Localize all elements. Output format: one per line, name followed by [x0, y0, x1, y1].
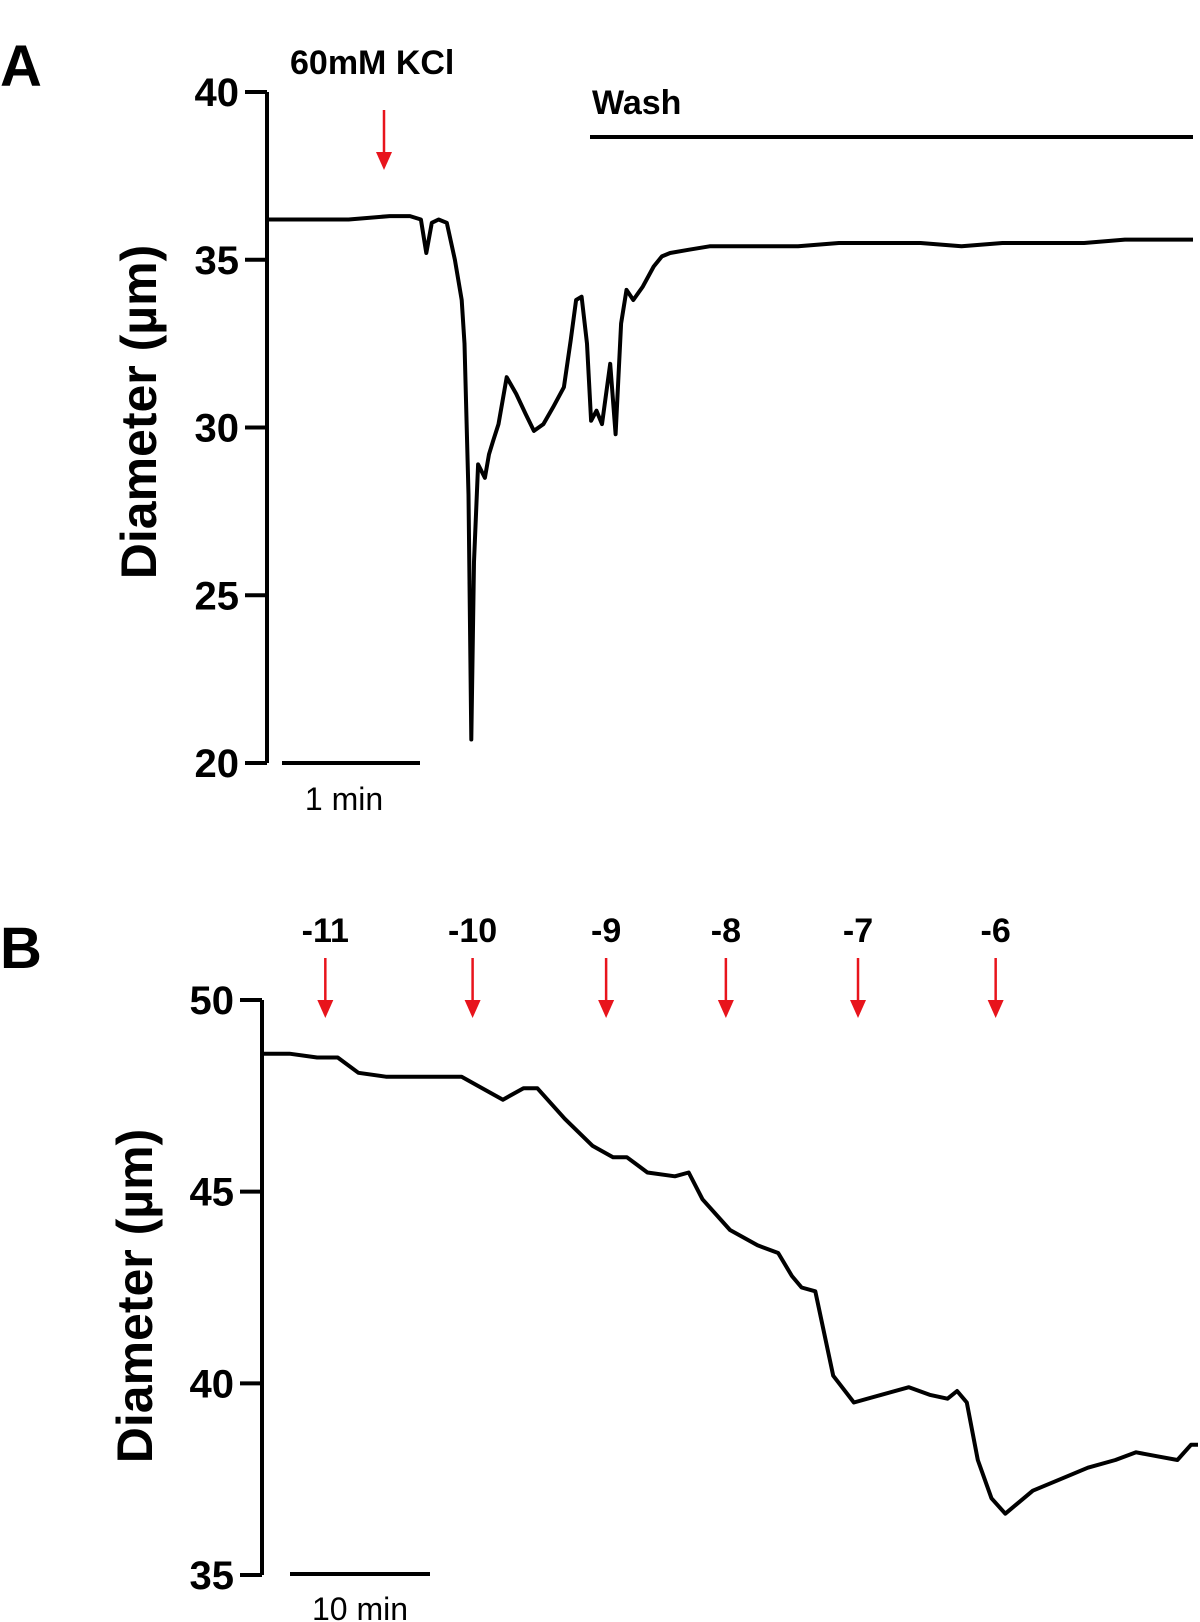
kcl-label: 60mM KCl	[290, 44, 454, 82]
y-tick-label: 30	[195, 407, 240, 451]
arrow-head	[987, 1000, 1004, 1018]
diameter-trace-a	[267, 214, 1193, 742]
y-axis-label-a: Diameter (µm)	[111, 245, 167, 579]
concentration-label: -10	[448, 912, 497, 950]
concentration-label: -6	[981, 912, 1011, 950]
y-axis-label-b: Diameter (µm)	[107, 1129, 163, 1463]
scale-bar-label-b: 10 min	[312, 1591, 408, 1622]
arrow-head	[850, 1000, 867, 1018]
scale-bar-label-a: 1 min	[305, 781, 383, 817]
diameter-trace-b	[262, 1051, 1198, 1516]
y-ticks-b: 35 40 45 50	[190, 979, 262, 1598]
concentration-arrow: -10	[448, 912, 497, 1018]
concentration-label: -7	[843, 912, 873, 950]
concentration-arrows: -11 -10 -9 -8 -7 -6	[302, 912, 1011, 1018]
arrow-head	[598, 1000, 615, 1018]
concentration-arrow: -11	[302, 912, 349, 1018]
y-tick-label: 45	[190, 1171, 235, 1215]
panel-label-b: B	[0, 916, 42, 981]
wash-label: Wash	[592, 84, 681, 122]
arrow-head	[317, 1000, 334, 1018]
concentration-arrow: -9	[591, 912, 621, 1018]
y-tick-label: 50	[190, 979, 235, 1023]
concentration-arrow: -6	[981, 912, 1011, 1018]
y-tick-label: 25	[195, 574, 240, 618]
kcl-arrow	[376, 110, 392, 170]
panel-b: B Diameter (µm) 35 40 45 50 10 min -11 -10 -9…	[0, 912, 1198, 1622]
arrow-head	[717, 1000, 734, 1018]
y-tick-label: 35	[195, 239, 240, 283]
y-tick-label: 40	[190, 1362, 235, 1406]
arrow-head	[464, 1000, 481, 1018]
concentration-label: -8	[711, 912, 741, 950]
y-tick-label: 40	[195, 71, 240, 115]
y-tick-label: 20	[195, 742, 240, 786]
panel-a: A Diameter (µm) 20 25 30 35 40 1 min 60mM KC…	[0, 34, 1193, 817]
concentration-arrow: -8	[711, 912, 741, 1018]
y-ticks-a: 20 25 30 35 40	[195, 71, 267, 786]
panel-label-a: A	[0, 34, 42, 99]
y-tick-label: 35	[190, 1554, 235, 1598]
concentration-label: -11	[302, 912, 349, 950]
concentration-label: -9	[591, 912, 621, 950]
concentration-arrow: -7	[843, 912, 873, 1018]
